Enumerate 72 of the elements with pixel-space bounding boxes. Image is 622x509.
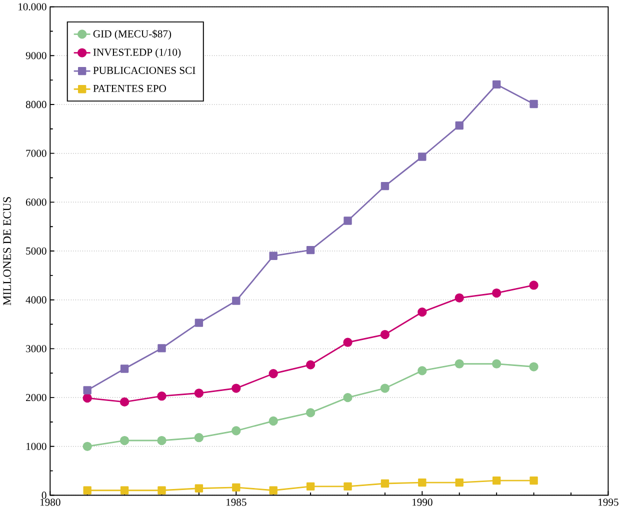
- x-tick-label: 1980: [40, 498, 60, 506]
- y-tick-label: 10.000: [18, 3, 46, 10]
- point: [492, 476, 501, 485]
- point: [418, 307, 427, 317]
- point: [157, 436, 166, 446]
- y-axis-title: MILLONES DE ECUS: [3, 197, 11, 306]
- point: [344, 216, 352, 225]
- x-tick-label: 1985: [226, 498, 246, 506]
- y-tick-label: 7000: [26, 150, 46, 157]
- point: [158, 344, 166, 352]
- point: [232, 384, 241, 393]
- point: [232, 296, 240, 305]
- point: [418, 478, 426, 487]
- point: [83, 486, 92, 494]
- point: [306, 360, 316, 370]
- legend-label: GID (MECU-$87): [93, 30, 172, 40]
- point: [120, 364, 129, 373]
- point: [83, 386, 92, 394]
- y-tick-label: 6000: [26, 198, 46, 206]
- point: [529, 362, 538, 372]
- point: [492, 80, 501, 89]
- point: [530, 476, 538, 485]
- point: [194, 484, 204, 492]
- point: [82, 442, 92, 451]
- point: [380, 182, 390, 190]
- point: [492, 359, 502, 368]
- point: [380, 384, 390, 393]
- point: [454, 293, 464, 302]
- point: [120, 397, 130, 407]
- point: [530, 100, 538, 108]
- y-tick-label: 0: [42, 492, 46, 499]
- legend-label: PATENTES EPO: [93, 84, 166, 92]
- y-tick-label: 1000: [26, 442, 46, 450]
- point: [82, 393, 92, 403]
- x-tick-label: 1995: [598, 498, 618, 506]
- point: [380, 479, 390, 488]
- point: [418, 366, 427, 376]
- point: [529, 280, 538, 290]
- legend-label: INVEST.EDP (1/10): [93, 48, 181, 58]
- point: [306, 482, 315, 491]
- y-tick-label: 8000: [26, 100, 46, 108]
- y-tick-label: 3000: [26, 345, 46, 352]
- point: [232, 483, 240, 492]
- point: [306, 246, 315, 254]
- point: [232, 426, 241, 436]
- y-tick-label: 2000: [26, 394, 46, 402]
- point: [380, 330, 390, 340]
- point: [418, 152, 426, 161]
- point: [344, 482, 352, 491]
- point: [306, 408, 316, 418]
- point: [269, 252, 278, 260]
- y-tick-label: 4000: [26, 296, 46, 304]
- point: [158, 486, 166, 494]
- y-tick-label: 9000: [26, 52, 46, 60]
- point: [455, 478, 464, 487]
- point: [455, 121, 464, 130]
- point: [157, 392, 166, 401]
- point: [269, 486, 278, 494]
- point: [194, 388, 204, 398]
- point: [454, 359, 464, 368]
- y-tick-label: 5000: [26, 247, 46, 255]
- legend-label: PUBLICACIONES SCI: [93, 66, 196, 74]
- x-tick-label: 1990: [412, 498, 432, 506]
- point: [120, 436, 130, 446]
- point: [492, 288, 502, 298]
- point: [343, 338, 352, 347]
- point: [343, 392, 352, 402]
- point: [120, 486, 129, 494]
- point: [268, 416, 278, 426]
- point: [194, 318, 204, 327]
- point: [268, 369, 278, 378]
- point: [194, 433, 204, 442]
